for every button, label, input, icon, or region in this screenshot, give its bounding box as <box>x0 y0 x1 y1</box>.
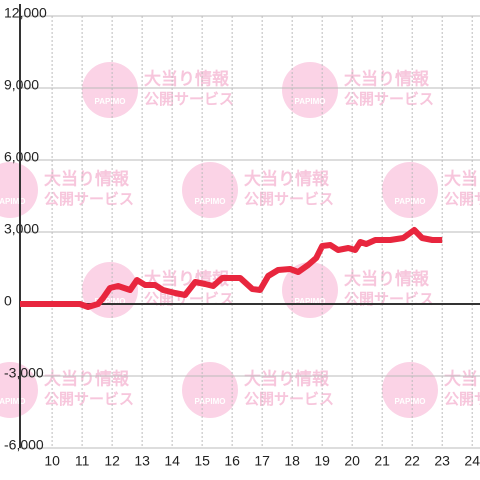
watermark-line2: 公開サービス <box>344 91 434 108</box>
watermark-logo: PAPIMO <box>195 397 226 406</box>
watermark-line2: 公開サービス <box>444 191 480 208</box>
x-tick-label: 18 <box>284 453 300 469</box>
watermark-logo-circle <box>382 362 438 418</box>
watermark-line2: 公開サービス <box>244 391 334 408</box>
y-tick-label: -3,000 <box>4 365 44 381</box>
y-tick-label: -6,000 <box>4 437 44 453</box>
y-tick-label: 3,000 <box>4 221 39 237</box>
watermark-line1: 大当り情報 <box>244 168 330 188</box>
x-tick-label: 17 <box>254 453 270 469</box>
watermark-logo: PAPIMO <box>0 397 25 406</box>
watermark-line1: 大当り情報 <box>244 368 330 388</box>
watermark-line1: 大当り情報 <box>144 68 230 88</box>
watermark-logo-circle <box>0 162 38 218</box>
x-tick-label: 10 <box>44 453 60 469</box>
watermark-logo-circle <box>182 362 238 418</box>
watermark-logo: PAPIMO <box>0 197 25 206</box>
watermark-logo: PAPIMO <box>295 97 326 106</box>
watermark-line2: 公開サービス <box>244 191 334 208</box>
watermark-line1: 大当り情報 <box>444 168 480 188</box>
watermark-line1: 大当り情報 <box>44 168 130 188</box>
x-tick-label: 16 <box>224 453 240 469</box>
watermark-line1: 大当り情報 <box>344 68 430 88</box>
watermark-line2: 公開サービス <box>144 91 234 108</box>
watermark-logo: PAPIMO <box>295 297 326 306</box>
watermark-logo-circle <box>282 62 338 118</box>
watermark-line2: 公開サービス <box>44 391 134 408</box>
watermark-logo-circle <box>82 62 138 118</box>
watermark-logo-circle <box>382 162 438 218</box>
y-tick-label: 9,000 <box>4 77 39 93</box>
watermark-line1: 大当り情報 <box>44 368 130 388</box>
y-tick-label: 6,000 <box>4 149 39 165</box>
x-tick-label: 14 <box>164 453 180 469</box>
watermark-line1: 大当り情報 <box>344 268 430 288</box>
x-tick-label: 21 <box>374 453 390 469</box>
x-tick-label: 15 <box>194 453 210 469</box>
x-tick-label: 24 <box>464 453 480 469</box>
watermark-line2: 公開サービス <box>44 191 134 208</box>
watermark-logo: PAPIMO <box>395 397 426 406</box>
watermark-layer: PAPIMO大当り情報公開サービスPAPIMO大当り情報公開サービスPAPIMO… <box>0 62 480 418</box>
watermark-logo: PAPIMO <box>195 197 226 206</box>
y-tick-label: 0 <box>4 293 12 309</box>
watermark-line1: 大当り情報 <box>444 368 480 388</box>
watermark-line2: 公開サービス <box>344 291 434 308</box>
watermark-logo: PAPIMO <box>95 97 126 106</box>
x-tick-label: 12 <box>104 453 120 469</box>
watermark-logo-circle <box>182 162 238 218</box>
y-tick-label: 12,000 <box>4 5 47 21</box>
x-tick-label: 23 <box>434 453 450 469</box>
data-line <box>20 227 443 310</box>
watermark-logo: PAPIMO <box>395 197 426 206</box>
x-tick-label: 22 <box>404 453 420 469</box>
x-tick-label: 13 <box>134 453 150 469</box>
x-tick-label: 19 <box>314 453 330 469</box>
x-tick-label: 20 <box>344 453 360 469</box>
x-tick-label: 11 <box>75 453 90 469</box>
watermark-line2: 公開サービス <box>444 391 480 408</box>
watermark-logo: PAPIMO <box>95 297 126 306</box>
